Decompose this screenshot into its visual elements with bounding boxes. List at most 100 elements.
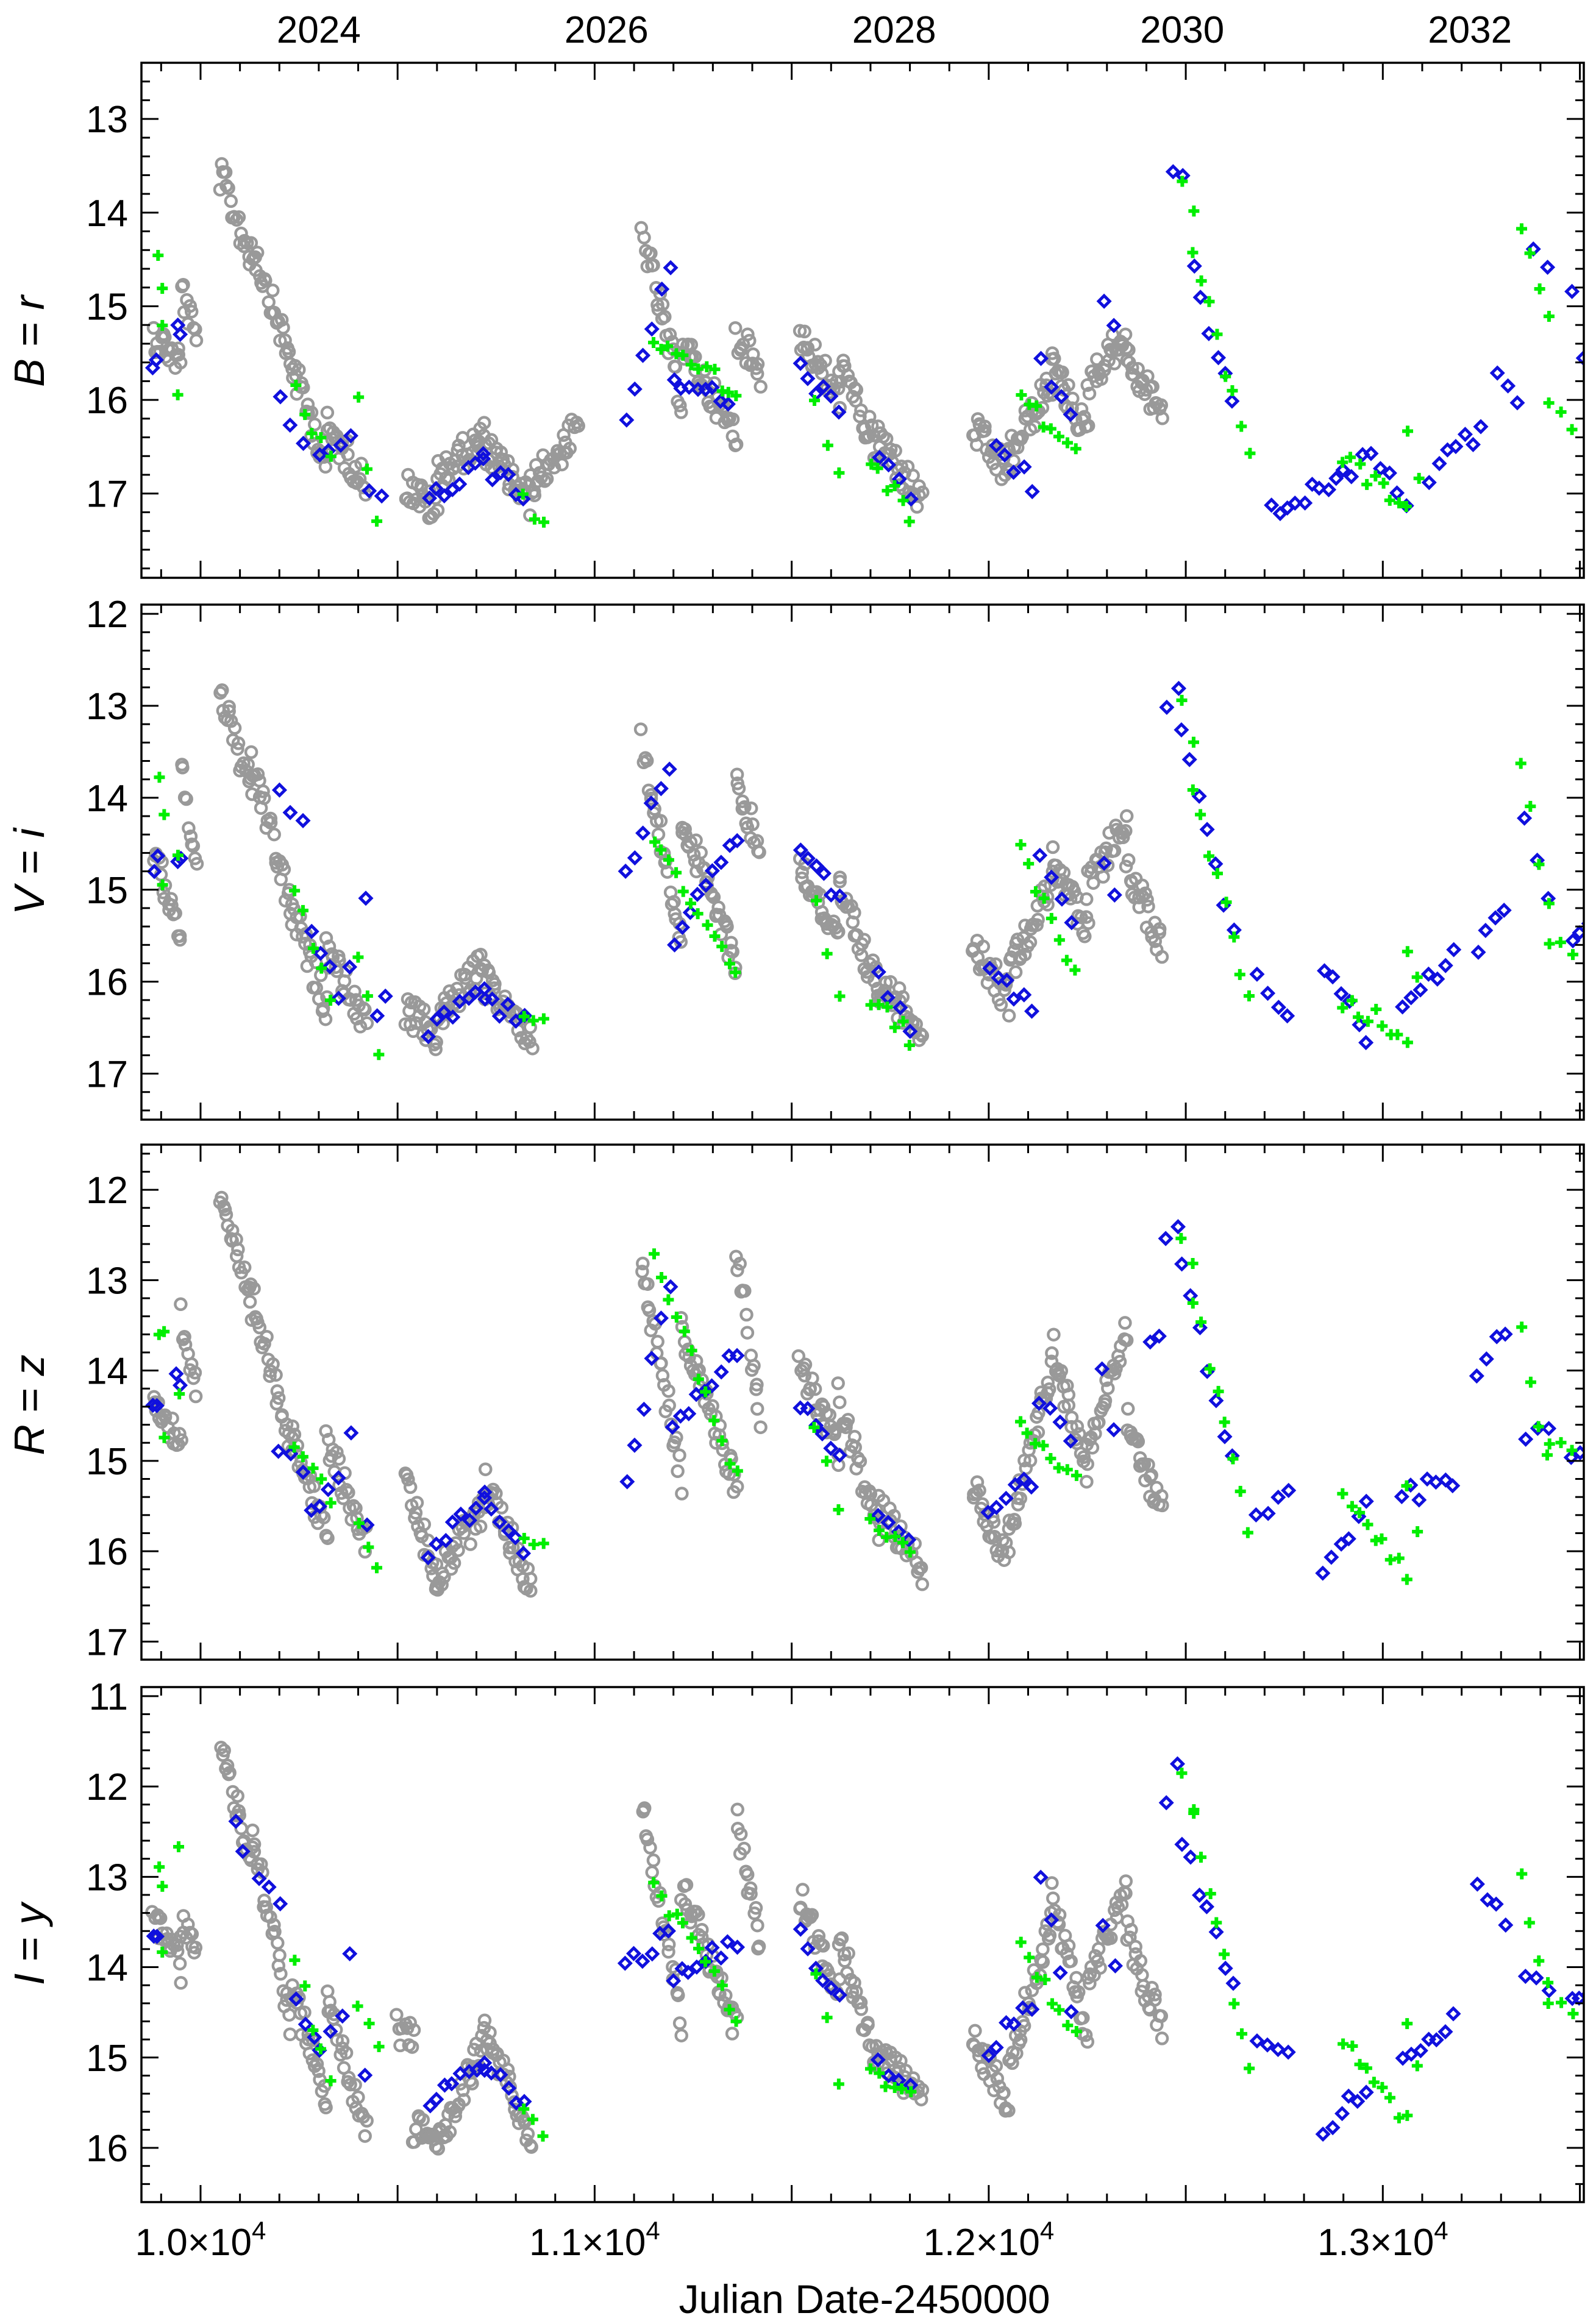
data-point-diamond [653, 1310, 669, 1326]
data-point-plus [686, 1345, 697, 1356]
data-point-plus [1525, 800, 1536, 812]
data-point-diamond [1287, 495, 1303, 511]
data-point-plus [1203, 296, 1215, 307]
data-point-diamond [1497, 1326, 1513, 1342]
data-point-plus [882, 485, 893, 497]
data-point-circle [330, 1445, 344, 1459]
data-point-plus [1515, 758, 1527, 769]
data-point-plus [518, 1011, 530, 1022]
data-point-diamond [980, 1504, 996, 1520]
data-point-circle [1031, 912, 1045, 927]
data-point-diamond [483, 2065, 499, 2081]
data-point-diamond [981, 2047, 997, 2064]
data-point-circle [733, 1257, 747, 1271]
data-point-plus [538, 1013, 549, 1025]
data-point-plus [1046, 1998, 1058, 2010]
data-point-diamond [362, 483, 377, 499]
data-point-plus [316, 962, 327, 974]
data-point-plus [373, 2041, 385, 2052]
data-point-diamond [1280, 1008, 1295, 1024]
data-point-circle [915, 1029, 930, 1043]
data-point-circle [171, 341, 185, 355]
data-point-circle [1008, 1516, 1022, 1530]
data-point-plus [679, 1326, 690, 1337]
data-point-circle [1023, 935, 1038, 950]
data-point-plus [1400, 501, 1412, 513]
data-point-plus [172, 850, 183, 861]
data-point-circle [358, 1003, 372, 1017]
data-point-circle [1010, 933, 1025, 947]
data-point-circle [278, 333, 292, 347]
data-point-diamond [1169, 1756, 1186, 1772]
data-point-circle [972, 1484, 986, 1498]
data-point-plus [822, 439, 833, 451]
data-point-circle [483, 2025, 497, 2039]
data-point-circle [403, 1017, 418, 1032]
data-point-circle [635, 1265, 649, 1279]
data-point-diamond [343, 428, 358, 444]
data-point-circle [1064, 1420, 1078, 1434]
data-point-circle [409, 1016, 424, 1030]
data-point-circle [831, 382, 846, 396]
data-point-diamond [1437, 958, 1453, 973]
data-point-diamond [831, 404, 847, 420]
data-point-circle [1036, 1955, 1050, 1969]
data-point-diamond [1478, 1351, 1494, 1367]
data-point-diamond [453, 1506, 469, 1522]
data-point-circle [994, 998, 1008, 1012]
data-point-plus [361, 463, 372, 475]
data-point-plus [1021, 1427, 1033, 1439]
y-tick-label: 12 [86, 594, 128, 636]
panel-i-y: I = y 11 12 13 14 15 16 [5, 1676, 1585, 2203]
data-point-diamond [173, 327, 188, 343]
panel-b-r: B = r 13 14 15 16 17 [5, 62, 1596, 579]
data-point-diamond [1311, 480, 1327, 496]
data-point-circle [451, 1543, 465, 1557]
data-point-plus [325, 2075, 337, 2086]
data-point-circle [263, 811, 278, 826]
data-point-plus [1566, 424, 1578, 435]
data-point-diamond [1358, 2084, 1374, 2100]
data-point-circle [1155, 411, 1169, 425]
data-point-circle [653, 1886, 667, 1900]
data-point-plus [299, 1980, 311, 1992]
data-point-circle [318, 460, 333, 474]
data-point-circle [524, 1583, 538, 1598]
data-point-plus [897, 1537, 908, 1548]
data-point-plus [1392, 1029, 1403, 1040]
y-tick-label: 11 [89, 1676, 128, 1718]
data-point-diamond [235, 1844, 251, 1860]
x-tick-label: 1.2×104 [924, 2216, 1055, 2264]
data-point-circle [633, 722, 648, 736]
data-point-plus [1219, 1416, 1230, 1428]
data-point-circle [190, 856, 204, 871]
data-point-diamond [1323, 1549, 1339, 1565]
data-point-plus [289, 1955, 301, 1966]
data-point-circle [847, 906, 861, 920]
data-point-circle [1119, 1874, 1133, 1888]
y-tick-label: 15 [86, 2038, 128, 2080]
data-point-diamond [902, 1023, 918, 1039]
data-point-circle [1140, 892, 1154, 907]
data-point-circle [555, 457, 569, 472]
data-point-diamond [1591, 418, 1596, 429]
data-point-circle [443, 2125, 457, 2139]
data-point-diamond [148, 352, 164, 368]
data-point-circle [739, 1307, 753, 1322]
data-point-circle [271, 1936, 285, 1950]
data-point-circle [1121, 853, 1136, 867]
plot-area [145, 1190, 1584, 1598]
data-point-diamond [704, 863, 720, 879]
data-point-circle [639, 753, 654, 768]
data-point-circle [978, 424, 992, 438]
data-point-circle [1141, 899, 1155, 914]
data-point-diamond [369, 1008, 385, 1024]
data-point-diamond [1325, 969, 1341, 985]
data-point-circle [674, 405, 688, 419]
data-point-diamond [870, 1508, 886, 1524]
data-point-circle [831, 1376, 845, 1390]
data-point-circle [675, 1487, 689, 1501]
data-point-diamond [468, 1500, 484, 1516]
data-point-circle [430, 503, 445, 517]
data-point-plus [538, 516, 550, 528]
